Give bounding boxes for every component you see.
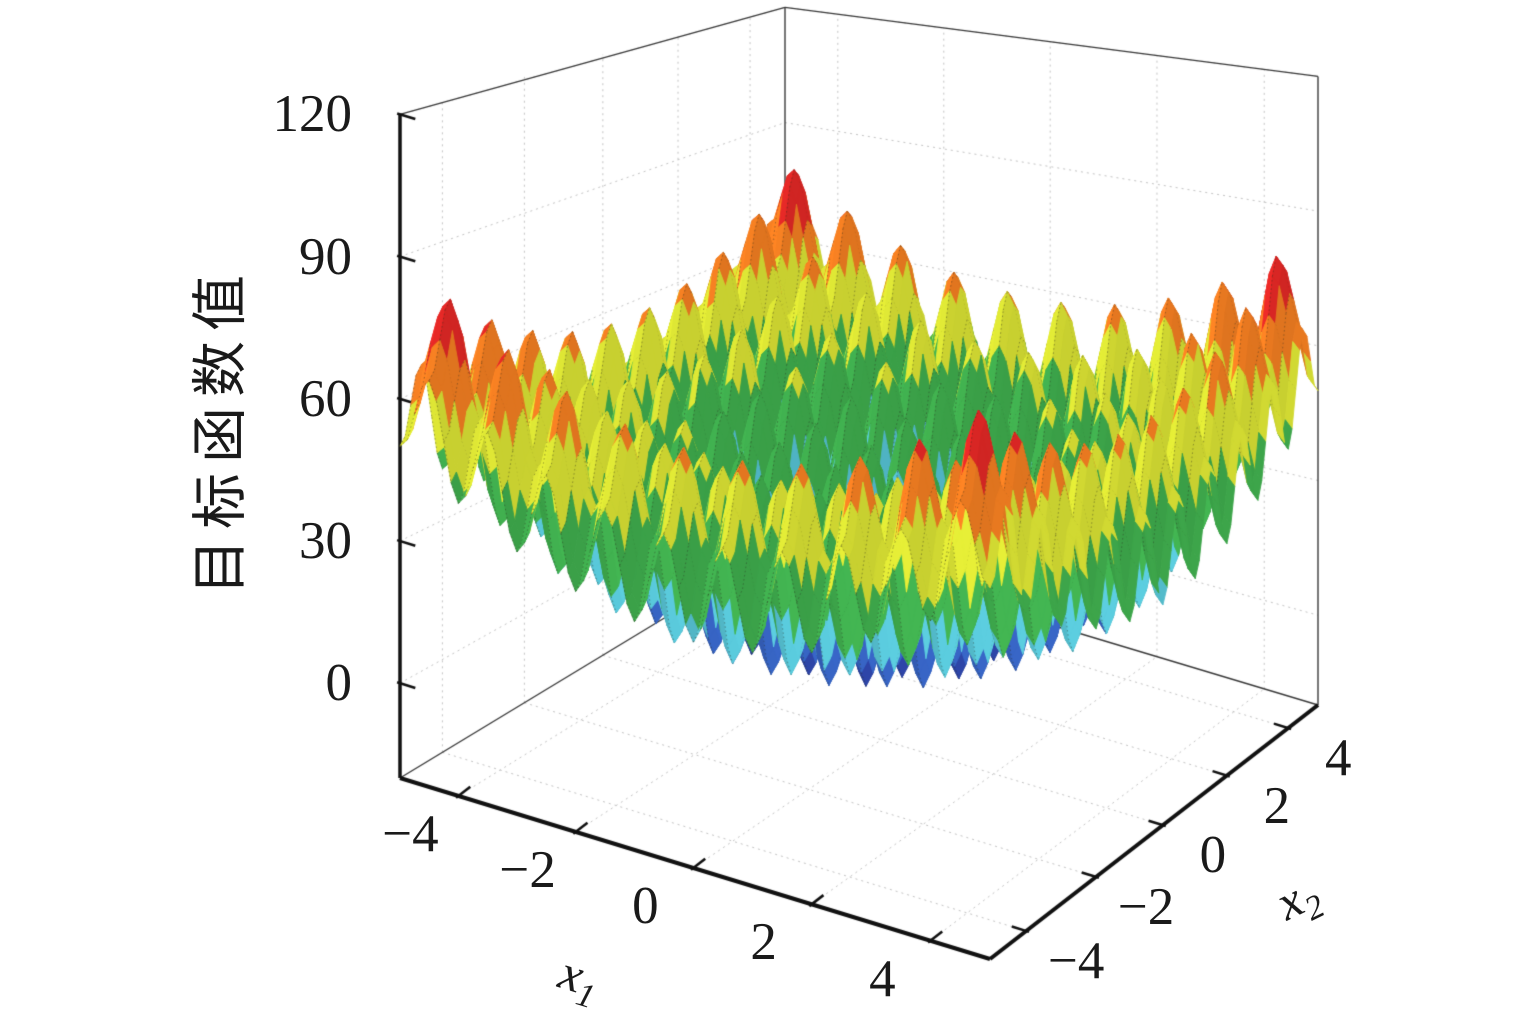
z-tick-label: 0 [325, 654, 353, 713]
x2-tick-label: 0 [1199, 826, 1227, 885]
z-tick-label: 60 [299, 369, 352, 428]
z-axis-label: 目标函数值 [190, 265, 253, 595]
x2-tick-label: 4 [1325, 729, 1352, 788]
x1-tick-label: 4 [869, 949, 896, 1008]
z-tick-label: 30 [299, 512, 352, 570]
x1-tick-label: −2 [499, 840, 556, 899]
x1-tick-label: 2 [750, 913, 777, 972]
x2-tick-label: −4 [1047, 932, 1105, 990]
z-tick-label: 90 [299, 227, 352, 286]
z-tick-label: 120 [272, 85, 353, 144]
x1-tick-label: 0 [632, 876, 659, 935]
x2-tick-label: −2 [1117, 877, 1175, 936]
x1-tick-label: −4 [382, 804, 439, 863]
x2-tick-label: 2 [1263, 776, 1291, 835]
